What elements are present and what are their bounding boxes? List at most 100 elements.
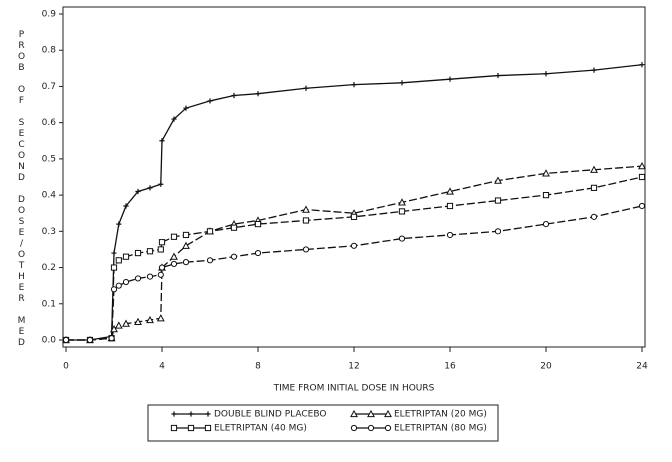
data-point: [398, 198, 406, 206]
data-point: [114, 321, 123, 329]
data-point: [638, 173, 646, 181]
data-point: [591, 67, 597, 73]
data-point: [122, 278, 130, 286]
data-point: [146, 273, 154, 280]
data-point: [590, 165, 598, 173]
legend-marker: [367, 424, 375, 432]
data-point: [398, 235, 406, 242]
data-point: [542, 192, 550, 199]
data-point: [542, 220, 550, 228]
data-point: [115, 257, 122, 264]
data-point: [147, 185, 153, 191]
y-tick-label: 0.9: [42, 10, 57, 20]
data-point: [302, 205, 310, 213]
data-point: [230, 224, 238, 231]
series-line: [66, 64, 643, 341]
data-point: [171, 116, 177, 122]
data-point: [542, 169, 550, 177]
data-point: [182, 231, 190, 239]
data-point: [495, 72, 501, 79]
data-point: [123, 203, 129, 209]
data-point: [590, 184, 598, 191]
legend-marker: [205, 411, 211, 417]
legend-marker: [384, 424, 392, 432]
data-point: [494, 228, 502, 235]
legend-label: ELETRIPTAN (40 MG): [214, 424, 307, 434]
legend-marker: [384, 409, 392, 418]
data-point: [135, 188, 141, 195]
y-tick-label: 0.3: [42, 227, 56, 237]
data-point: [303, 85, 309, 91]
data-point: [146, 248, 154, 255]
data-point: [157, 246, 164, 253]
data-point: [62, 336, 70, 344]
legend-frame: [147, 404, 499, 442]
legend-marker: [367, 409, 375, 418]
data-point: [207, 98, 213, 104]
data-point: [110, 264, 118, 271]
y-tick-label: 0.2: [42, 263, 56, 273]
data-point: [351, 82, 357, 88]
x-tick-label: 24: [636, 362, 648, 372]
legend-marker: [171, 411, 177, 417]
y-tick-label: 0.7: [42, 82, 56, 92]
data-point: [111, 250, 117, 256]
legend-label: DOUBLE BLIND PLACEBO: [214, 410, 326, 420]
data-point: [183, 105, 189, 111]
data-point: [590, 213, 598, 220]
data-point: [543, 71, 549, 77]
data-point: [159, 138, 165, 144]
data-point: [302, 246, 310, 253]
data-point: [182, 259, 190, 266]
data-point: [446, 187, 454, 195]
data-point: [86, 336, 94, 344]
y-tick-label: 0.0: [42, 336, 57, 346]
y-tick-label: 0.6: [42, 118, 57, 128]
data-point: [398, 208, 406, 215]
data-point: [399, 80, 405, 86]
y-tick-label: 0.8: [42, 46, 57, 56]
data-point: [108, 335, 115, 342]
data-point: [254, 249, 262, 257]
y-tick-label: 0.4: [42, 191, 57, 201]
x-tick-label: 8: [255, 362, 261, 372]
y-axis-title: PROB OF SECOND DOSE/OTHER MED: [17, 30, 27, 349]
legend-marker: [350, 424, 358, 432]
data-point: [158, 264, 166, 271]
data-point: [350, 213, 358, 220]
legend-marker: [187, 424, 195, 432]
data-point: [206, 228, 214, 235]
data-point: [446, 202, 454, 210]
data-point: [134, 317, 142, 325]
data-point: [302, 217, 310, 224]
series-line: [66, 176, 643, 341]
legend-marker: [170, 424, 178, 432]
legend-marker: [350, 409, 358, 418]
x-tick-label: 12: [348, 362, 359, 372]
data-point: [446, 231, 454, 239]
x-tick-label: 0: [63, 362, 69, 372]
data-point: [122, 253, 130, 260]
data-point: [638, 161, 646, 170]
x-axis-title: TIME FROM INITIAL DOSE IN HOURS: [273, 384, 435, 394]
data-point: [122, 319, 130, 327]
data-point: [447, 76, 453, 82]
legend-marker: [188, 411, 194, 417]
data-point: [158, 239, 166, 246]
legend-label: ELETRIPTAN (80 MG): [394, 424, 487, 434]
data-point: [134, 249, 142, 257]
data-point: [350, 242, 358, 249]
data-point: [206, 257, 214, 264]
plot-frame: [62, 6, 646, 348]
x-tick-label: 4: [159, 362, 165, 372]
data-point: [156, 314, 165, 322]
data-point: [494, 197, 502, 204]
x-tick-label: 20: [540, 362, 552, 372]
data-point: [230, 253, 238, 260]
data-point: [157, 271, 164, 278]
data-point: [170, 233, 178, 240]
data-point: [115, 282, 122, 289]
data-point: [494, 176, 502, 184]
